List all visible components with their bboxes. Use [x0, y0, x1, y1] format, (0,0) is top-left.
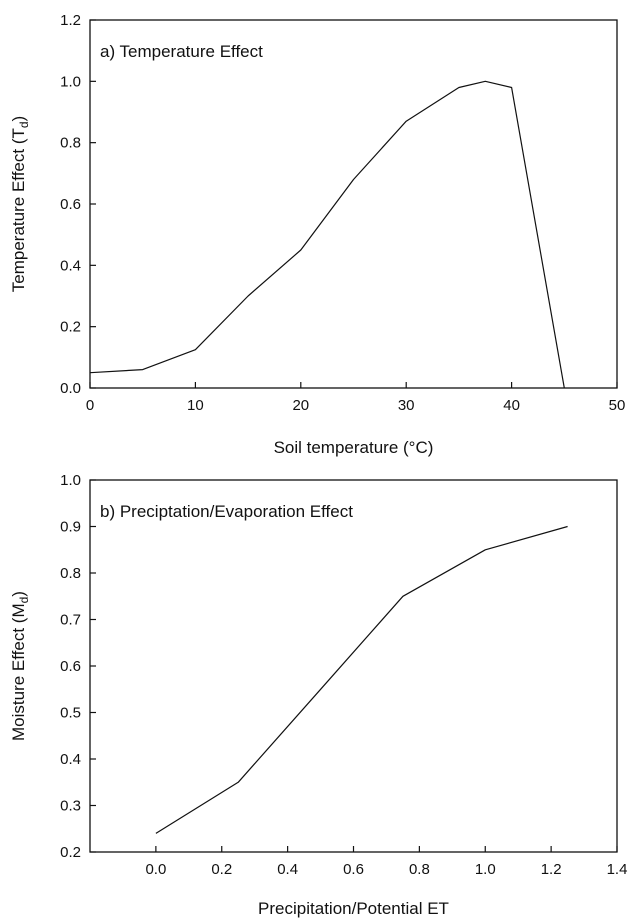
panel-b-y-tick-label: 0.5: [60, 705, 81, 722]
panel-a-y-tick-label: 1.2: [60, 12, 81, 29]
panel-a-y-axis-ticks: 0.0 0.2 0.4 0.6 0.8 1.0 1.2: [60, 12, 96, 397]
panel-a-x-tick-label: 0: [86, 397, 94, 414]
panel-b-y-tick-label: 1.0: [60, 472, 81, 489]
panel-b-y-axis-ticks: 0.2 0.3 0.4 0.5 0.6 0.7 0.8 0.9 1.0: [60, 472, 96, 861]
panel-b-x-axis-label: Precipitation/Potential ET: [258, 899, 449, 918]
panel-a-plot-frame: [89, 19, 618, 389]
panel-b-y-axis-label: Moisture Effect (Md): [9, 591, 31, 741]
panel-b-title: b) Preciptation/Evaporation Effect: [100, 502, 353, 521]
panel-a-x-tick-label: 20: [292, 397, 309, 414]
panel-b-plot-frame: [89, 479, 618, 853]
panel-a-x-tick-label: 50: [609, 397, 626, 414]
panel-a-y-axis-label-subscript: d: [17, 121, 31, 128]
panel-a-y-axis-label-close: ): [9, 116, 28, 122]
panel-a-y-tick-label: 0.4: [60, 257, 81, 274]
panel-b-y-axis-label-close: ): [9, 591, 28, 597]
panel-a-y-tick-label: 0.2: [60, 319, 81, 336]
panel-a-y-axis-label-main: Temperature Effect (T: [9, 128, 28, 292]
panel-b-x-tick-label: 0.6: [343, 861, 364, 878]
panel-a-x-axis-label: Soil temperature (°C): [274, 438, 434, 457]
panel-b-y-tick-label: 0.2: [60, 844, 81, 861]
panel-b-y-axis-label-main: Moisture Effect (M: [9, 603, 28, 741]
panel-a-x-tick-label: 30: [398, 397, 415, 414]
panel-b-x-tick-label: 0.0: [145, 861, 166, 878]
panel-b-x-tick-label: 1.4: [607, 861, 628, 878]
panel-a-y-axis-label: Temperature Effect (Td): [9, 116, 31, 292]
panel-b-y-tick-label: 0.6: [60, 658, 81, 675]
panel-a-title: a) Temperature Effect: [100, 42, 263, 61]
panel-b-x-tick-label: 1.0: [475, 861, 496, 878]
panel-b-y-tick-label: 0.4: [60, 751, 81, 768]
panel-b-y-tick-label: 0.7: [60, 612, 81, 629]
panel-a-y-tick-label: 0.6: [60, 196, 81, 213]
panel-b-x-tick-label: 0.2: [211, 861, 232, 878]
panel-b-moisture-effect: 0.2 0.3 0.4 0.5 0.6 0.7 0.8 0.9 1.0 0.0 0.2 0.4 0.6…: [9, 472, 627, 918]
panel-a-series-line: [89, 80, 565, 389]
panel-a-x-axis-ticks: 0 10 20 30 40 50: [86, 382, 626, 414]
panel-a-y-tick-label: 1.0: [60, 73, 81, 90]
panel-a-x-tick-label: 10: [187, 397, 204, 414]
panel-b-x-tick-label: 0.8: [409, 861, 430, 878]
panel-b-y-tick-label: 0.3: [60, 798, 81, 815]
panel-b-y-tick-label: 0.8: [60, 565, 81, 582]
panel-b-y-axis-label-subscript: d: [17, 597, 31, 604]
panel-b-x-tick-label: 0.4: [277, 861, 298, 878]
panel-b-x-tick-label: 1.2: [541, 861, 562, 878]
panel-a-y-tick-label: 0.8: [60, 135, 81, 152]
panel-a-y-tick-label: 0.0: [60, 380, 81, 397]
panel-a-x-tick-label: 40: [503, 397, 520, 414]
panel-b-series-line: [155, 525, 568, 834]
panel-b-x-axis-ticks: 0.0 0.2 0.4 0.6 0.8 1.0 1.2 1.4: [145, 846, 627, 878]
panel-a-temperature-effect: 0.0 0.2 0.4 0.6 0.8 1.0 1.2 0 10 20 30 40 50 a) Tem…: [9, 12, 625, 457]
panel-b-y-tick-label: 0.9: [60, 519, 81, 536]
